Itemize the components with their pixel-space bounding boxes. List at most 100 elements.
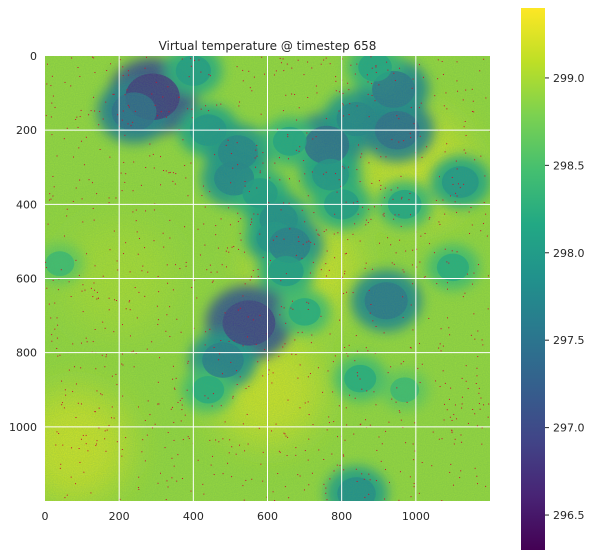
speckle-dot [307,459,309,461]
speckle-dot [468,211,470,213]
speckle-dot [229,439,231,441]
speckle-dot [379,242,381,244]
speckle-dot [461,377,463,379]
speckle-dot [157,482,159,484]
speckle-dot [57,289,59,291]
speckle-dot [66,215,68,217]
speckle-dot [325,492,327,494]
speckle-dot [220,340,222,342]
speckle-dot [459,477,461,479]
speckle-dot [476,375,478,377]
speckle-dot [187,362,189,364]
speckle-dot [487,308,489,310]
speckle-dot [472,100,474,102]
speckle-dot [174,183,176,185]
speckle-dot [153,209,155,211]
speckle-dot [187,436,189,438]
speckle-dot [272,491,274,493]
speckle-dot [294,339,296,341]
speckle-dot [345,201,347,203]
speckle-dot [250,224,252,226]
speckle-dot [230,361,232,363]
speckle-dot [81,290,83,292]
speckle-dot [46,287,48,289]
speckle-dot [236,142,238,144]
speckle-dot [298,150,300,152]
speckle-dot [439,223,441,225]
speckle-dot [75,187,77,189]
speckle-dot [373,391,375,393]
speckle-dot [456,168,458,170]
speckle-dot [176,480,178,482]
speckle-dot [463,149,465,151]
speckle-dot [442,345,444,347]
speckle-dot [153,240,155,242]
speckle-dot [56,337,58,339]
speckle-dot [384,197,386,199]
speckle-dot [309,373,311,375]
speckle-dot [57,324,59,326]
speckle-dot [56,431,58,433]
speckle-dot [483,404,485,406]
speckle-dot [45,115,47,117]
speckle-dot [451,250,453,252]
speckle-dot [356,350,358,352]
speckle-dot [83,164,85,166]
speckle-dot [181,58,183,60]
speckle-dot [480,230,482,232]
colorbar-tick-label: 298.0 [553,247,585,260]
speckle-dot [242,69,244,71]
speckle-dot [64,81,66,83]
speckle-dot [104,366,106,368]
speckle-dot [244,251,246,253]
speckle-dot [74,366,76,368]
speckle-dot [80,140,82,142]
speckle-dot [94,110,96,112]
speckle-dot [93,219,95,221]
speckle-dot [54,302,56,304]
speckle-dot [101,354,103,356]
speckle-dot [216,271,218,273]
speckle-dot [350,64,352,66]
speckle-dot [77,126,79,128]
speckle-dot [88,179,90,181]
speckle-dot [414,450,416,452]
speckle-dot [226,247,228,249]
speckle-dot [371,268,373,270]
speckle-dot [304,221,306,223]
speckle-dot [464,292,466,294]
speckle-dot [99,148,101,150]
speckle-dot [134,110,136,112]
speckle-dot [478,403,480,405]
speckle-dot [218,359,220,361]
speckle-dot [369,424,371,426]
speckle-dot [276,128,278,130]
speckle-dot [180,331,182,333]
speckle-dot [242,345,244,347]
speckle-dot [128,106,130,108]
speckle-dot [66,494,68,496]
speckle-dot [78,448,80,450]
speckle-dot [480,397,482,399]
speckle-dot [451,419,453,421]
speckle-dot [46,83,48,85]
speckle-dot [251,218,253,220]
speckle-dot [369,312,371,314]
speckle-dot [267,359,269,361]
speckle-dot [157,115,159,117]
speckle-dot [159,357,161,359]
y-tick-label: 0 [30,50,37,63]
speckle-dot [159,472,161,474]
speckle-dot [334,355,336,357]
speckle-dot [94,328,96,330]
speckle-dot [129,300,131,302]
speckle-dot [410,496,412,498]
speckle-dot [441,438,443,440]
speckle-dot [96,440,98,442]
speckle-dot [197,459,199,461]
speckle-dot [390,366,392,368]
speckle-dot [190,57,192,59]
speckle-dot [283,238,285,240]
speckle-dot [380,460,382,462]
speckle-dot [389,481,391,483]
